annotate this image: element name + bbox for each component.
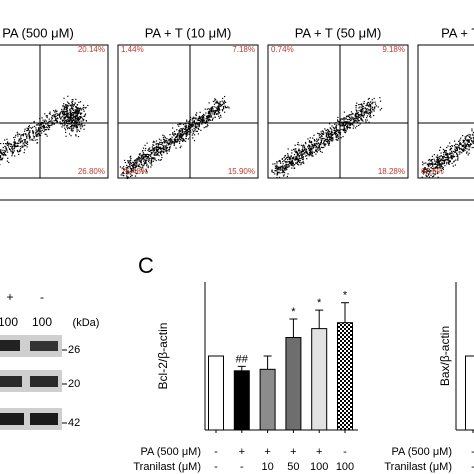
quadrant-percent: 20.14%: [78, 45, 105, 54]
marker-label: 26: [68, 344, 80, 356]
row-value: -: [471, 446, 474, 458]
blot-band: [0, 376, 22, 387]
row-value: 100: [310, 461, 328, 473]
bar: [465, 355, 474, 431]
row-value: -: [214, 446, 218, 458]
lane-label: 100: [0, 315, 18, 329]
quadrant-percent: 7.18%: [232, 45, 255, 54]
panel-title: PA + T (100 μM): [441, 25, 474, 40]
y-axis-label: Bcl-2/β-actin: [156, 323, 170, 390]
quadrant-percent: 18.28%: [378, 167, 405, 176]
panel-label: C: [138, 253, 154, 278]
plot-frame: [117, 44, 259, 179]
row-value: 100: [336, 461, 354, 473]
lane-label: 100: [32, 315, 52, 329]
bar: [233, 370, 250, 431]
dots: [119, 95, 230, 180]
quadrant-percent: 26.80%: [78, 167, 105, 176]
quadrant-percent: 15.90%: [228, 167, 255, 176]
plot-frame: [417, 44, 474, 179]
dots: [421, 128, 474, 179]
quadrant-percent: 1.44%: [121, 45, 144, 54]
significance: ##: [236, 353, 249, 365]
marker-label: 20: [68, 378, 80, 390]
bar: [208, 355, 224, 431]
plot-frame: [0, 44, 109, 179]
row-label: PA (500 μM): [391, 446, 452, 458]
row-label: Tranilast (μM): [133, 461, 201, 473]
blot-band: [0, 340, 20, 351]
significance: *: [317, 297, 322, 309]
panel-title: PA + T (10 μM): [145, 25, 232, 40]
lane-label: -: [40, 290, 44, 304]
bar: [311, 328, 328, 431]
row-value: +: [290, 446, 296, 458]
lane-label: +: [6, 290, 13, 304]
row-value: -: [471, 461, 474, 473]
quadrant-percent: 62.6%: [421, 167, 444, 176]
y-axis-label: Bax/β-actin: [438, 326, 452, 386]
row-value: -: [214, 461, 218, 473]
dots: [0, 95, 89, 166]
row-value: -: [343, 446, 347, 458]
marker-label: 42: [68, 417, 80, 429]
dots: [271, 97, 383, 179]
row-label: PA (500 μM): [140, 446, 201, 458]
panel-title: PA + T (50 μM): [295, 25, 382, 40]
quadrant-percent: 9.18%: [382, 45, 405, 54]
row-value: -: [240, 461, 244, 473]
bar: [285, 337, 302, 431]
blot-band: [0, 413, 24, 425]
quadrant-percent: 26.48%: [121, 167, 148, 176]
row-value: 50: [287, 461, 299, 473]
row-value: +: [239, 446, 245, 458]
bar: [259, 368, 276, 431]
plot-frame: [267, 44, 409, 179]
row-value: +: [316, 446, 322, 458]
blot-band: [30, 413, 58, 425]
quadrant-percent: 0.74%: [271, 45, 294, 54]
blot-band: [30, 376, 58, 387]
bar: [337, 322, 353, 431]
blot-band: [30, 341, 58, 351]
row-value: +: [264, 446, 270, 458]
panel-title: PA (500 μM): [2, 25, 74, 40]
significance: *: [291, 306, 296, 318]
row-label: Tranilast (μM): [384, 461, 452, 473]
row-value: 10: [261, 461, 273, 473]
significance: *: [343, 290, 348, 302]
unit-label: (kDa): [73, 317, 100, 329]
